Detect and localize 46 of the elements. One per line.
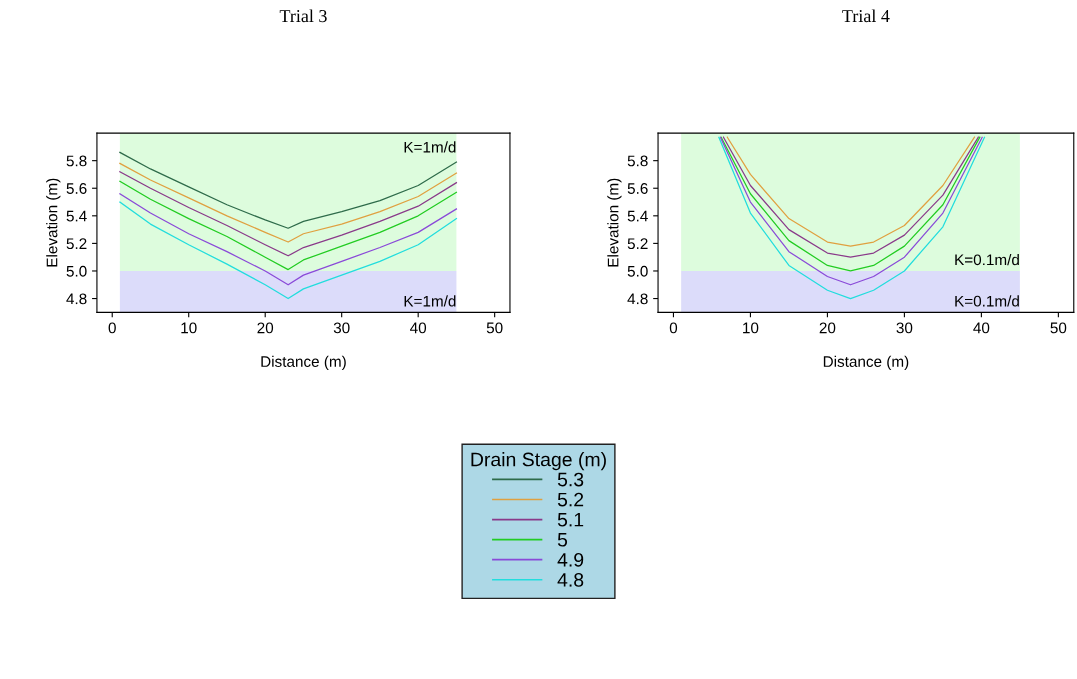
y-tick-label: 5.0 — [66, 265, 87, 277]
annotation: K=0.1m/d — [955, 253, 1019, 266]
line-series — [119, 193, 458, 286]
annotation: K=1m/d — [404, 295, 456, 307]
annotation: K=0.1m/d — [955, 295, 1019, 307]
x-tick-label: 20 — [257, 322, 274, 334]
legend-label: 5.3 — [557, 472, 584, 487]
x-tick-label: 0 — [108, 322, 116, 334]
legend-label: 4.8 — [557, 573, 584, 587]
y-tick-label: 5.4 — [66, 210, 87, 222]
legend-label: 5.1 — [557, 512, 584, 527]
y-axis-title: Elevation (m) — [46, 178, 61, 267]
line-series — [119, 180, 458, 271]
x-tick-label: 40 — [410, 322, 427, 334]
y-tick-label: 5.4 — [627, 210, 648, 222]
x-tick-label: 0 — [669, 322, 678, 334]
x-tick-label: 10 — [181, 322, 197, 334]
x-tick-label: 30 — [896, 322, 913, 334]
x-tick-label: 10 — [743, 322, 759, 334]
chart-title: Trial 4 — [842, 9, 890, 23]
legend-title: Drain Stage (m) — [471, 452, 606, 471]
y-tick-label: 5.6 — [66, 183, 87, 194]
legend-label: 5 — [557, 533, 568, 547]
x-tick-label: 20 — [819, 322, 836, 334]
line-series — [119, 162, 458, 243]
x-tick-label: 40 — [973, 322, 990, 334]
y-tick-label: 5.2 — [66, 238, 87, 250]
y-tick-label: 5.0 — [627, 265, 648, 277]
y-tick-label: 4.8 — [627, 293, 648, 305]
x-axis-title: Distance (m) — [261, 355, 346, 370]
y-tick-label: 5.8 — [66, 155, 87, 167]
x-tick-label: 50 — [486, 322, 503, 334]
x-tick-label: 50 — [1050, 322, 1067, 334]
y-tick-label: 4.8 — [66, 293, 87, 305]
line-series — [119, 171, 458, 257]
y-axis-title: Elevation (m) — [607, 178, 622, 267]
y-tick-label: 5.6 — [627, 183, 648, 194]
y-tick-label: 5.2 — [627, 238, 648, 250]
chart-title: Trial 3 — [279, 9, 327, 23]
x-tick-label: 30 — [333, 322, 350, 334]
annotation: K=1m/d — [404, 141, 456, 153]
legend-label: 4.9 — [557, 552, 584, 567]
line-series — [119, 151, 458, 229]
x-axis-title: Distance (m) — [823, 355, 909, 370]
legend-label: 5.2 — [557, 492, 584, 507]
y-tick-label: 5.8 — [627, 155, 648, 167]
